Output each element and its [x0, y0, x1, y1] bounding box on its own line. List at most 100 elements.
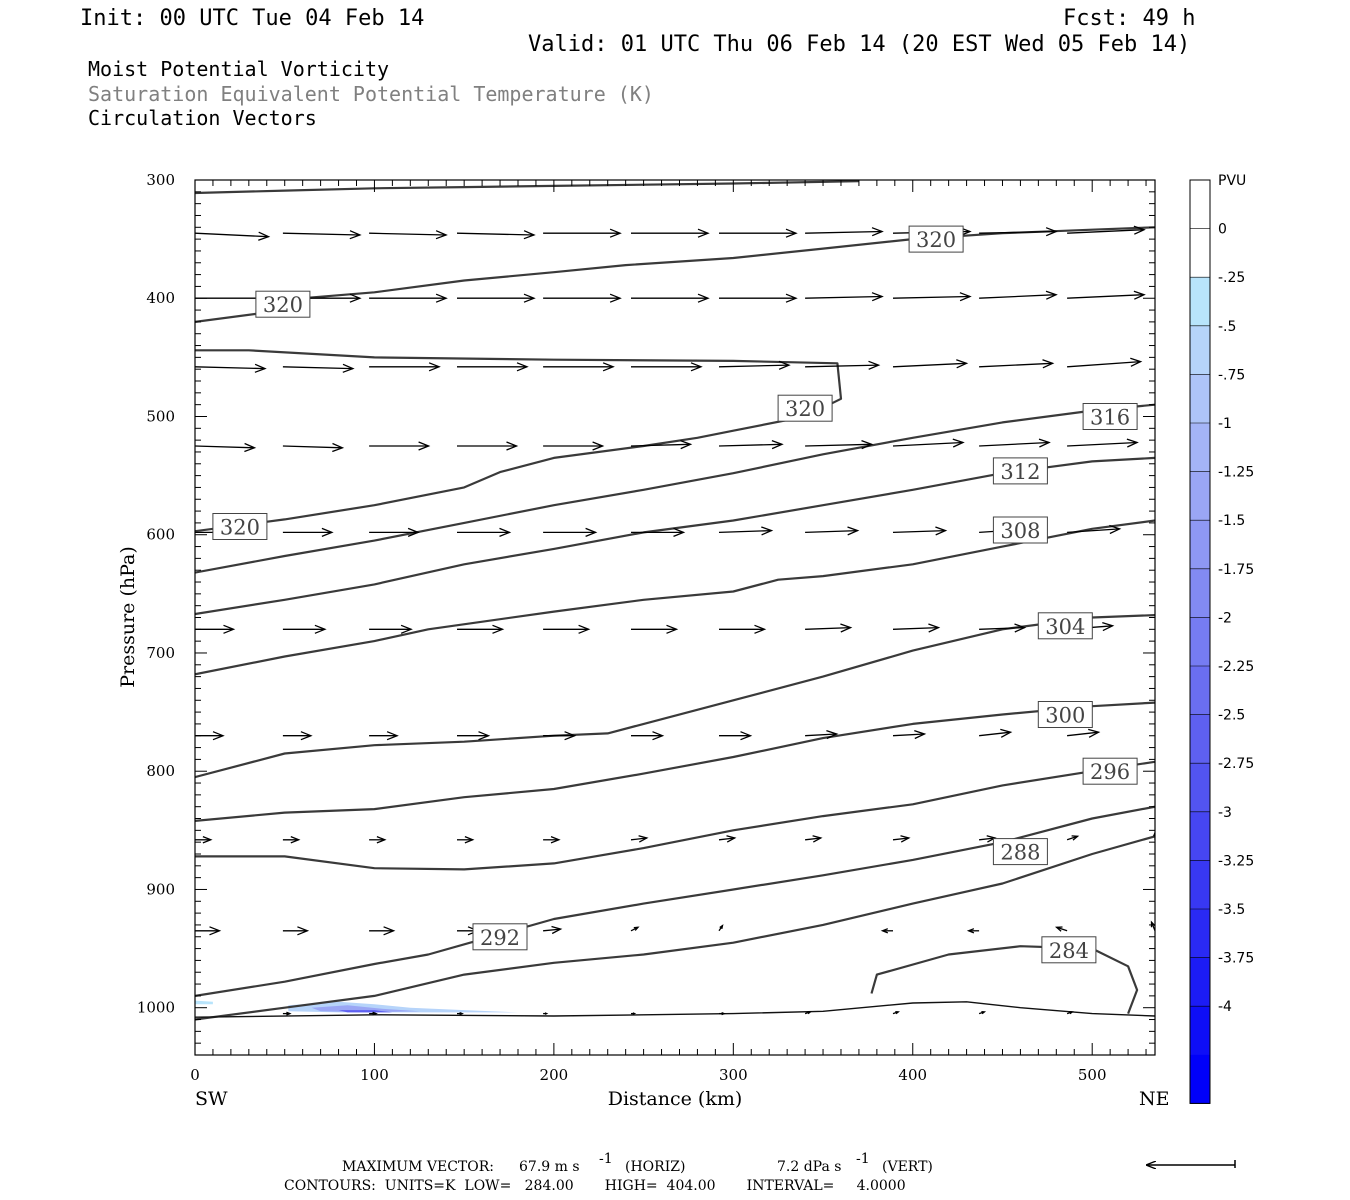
contour-label-text: 312: [1000, 460, 1040, 484]
contour-label: 300: [1037, 701, 1093, 728]
contour-label: 320: [255, 290, 311, 318]
vector-shaft: [1056, 926, 1068, 932]
vector-head: [332, 442, 345, 453]
isentrope-2: [195, 805, 1155, 997]
vector-arrow: [805, 292, 884, 302]
vector-arrow: [282, 442, 345, 453]
vector-arrow: [457, 362, 529, 372]
vector-head: [928, 623, 941, 633]
colorbar-swatch: [1190, 909, 1210, 959]
vector-head: [986, 835, 997, 843]
y-tick-label: 1000: [137, 999, 175, 1017]
colorbar-label: -2.5: [1218, 708, 1245, 724]
vector-shaft: [630, 443, 691, 447]
vector-head: [697, 228, 710, 238]
pv-colorbar: 0 -.25 -.5 -.75 -1 -1.25 -1.5 -1.75 -2 -2.25 -2.5 -…: [1189, 179, 1254, 1104]
vector-arrow: [718, 360, 791, 370]
vector-shaft: [805, 837, 821, 841]
vector-arrow: [979, 623, 1027, 633]
vector-head: [1045, 290, 1058, 300]
field-label-theta-es: Saturation Equivalent Potential Temperat…: [88, 82, 654, 106]
vector-arrow: [631, 527, 686, 538]
vector-head: [202, 835, 213, 844]
contour-label-text: 308: [1000, 519, 1040, 543]
vector-arrow: [369, 441, 431, 451]
vector-head: [900, 835, 911, 843]
vector-head: [435, 293, 448, 303]
plot-frame: [194, 179, 1156, 1056]
vector-arrow: [195, 835, 213, 844]
vector-head: [314, 624, 327, 634]
vector-head: [376, 835, 387, 844]
vector-head: [544, 1012, 549, 1015]
x-right-end-label: NE: [1139, 1088, 1170, 1110]
vector-shaft: [1067, 360, 1141, 368]
vector-shaft: [892, 441, 964, 447]
vector-head: [1000, 728, 1013, 738]
vector-head: [1130, 357, 1143, 367]
contour-label-text: 320: [220, 516, 260, 540]
vector-shaft: [979, 441, 1050, 447]
vector-shaft: [369, 232, 447, 236]
y-tick-label: 900: [146, 880, 175, 898]
vector-arrow: [718, 835, 737, 843]
vector-head: [286, 1011, 292, 1016]
contour-label-box: [472, 923, 528, 951]
vector-head: [826, 729, 839, 740]
contour-label-box: [992, 457, 1048, 485]
vector-arrow: [719, 228, 798, 238]
vector-head: [935, 526, 948, 536]
vector-arrow: [719, 624, 767, 634]
vector-shaft: [805, 626, 851, 630]
isentrope-6: [195, 519, 1155, 676]
contour-label-box: [1037, 612, 1093, 640]
vector-head: [516, 362, 529, 372]
vector-head: [952, 438, 965, 448]
colorbar-frame: [1189, 179, 1211, 1104]
vector-shaft: [805, 295, 883, 299]
vector-shaft: [892, 529, 946, 534]
colorbar-swatch: [1190, 277, 1210, 327]
vector-arrow: [804, 1011, 812, 1015]
vector-head: [459, 1011, 464, 1016]
colorbar-label: -1: [1218, 416, 1232, 432]
vector-arrow: [369, 230, 448, 240]
vector-arrow: [805, 227, 884, 237]
pv-shade-2: [338, 1010, 393, 1013]
vector-head: [609, 293, 622, 303]
vector-arrow: [282, 624, 327, 634]
vector-head: [840, 623, 853, 633]
vector-head: [633, 926, 640, 931]
colorbar-label: -3.5: [1218, 902, 1245, 918]
field-label-pv: Moist Potential Vorticity: [88, 57, 389, 81]
vector-shaft: [979, 362, 1053, 368]
pv-shading: [195, 1000, 518, 1013]
colorbar-swatch: [1190, 1006, 1210, 1056]
vector-head: [400, 624, 413, 634]
vector-shaft: [282, 366, 353, 370]
vector-head: [435, 230, 448, 240]
y-tick-label: 300: [146, 171, 175, 189]
contour-label: 284: [1041, 936, 1097, 964]
isentrope-10: [195, 226, 1155, 323]
vector-arrow: [543, 1012, 549, 1015]
vector-shaft: [805, 230, 883, 234]
vector-arrow: [630, 926, 640, 932]
colorbar-label: -.5: [1218, 319, 1236, 335]
vector-arrow: [195, 624, 236, 634]
vector-shaft: [195, 232, 269, 238]
vector-head: [871, 227, 884, 237]
vector-head: [478, 731, 491, 741]
vector-head: [1042, 359, 1055, 369]
vector-head: [697, 293, 710, 303]
contour-labels: 284 288 292 296 300 304 308 312 316 320 320 320 320: [212, 225, 1138, 964]
colorbar-label: -3.25: [1218, 853, 1254, 869]
vector-arrow: [979, 835, 997, 843]
contour-label-box: [1037, 701, 1093, 728]
vector-head: [1109, 524, 1122, 535]
vector-head: [602, 362, 615, 372]
vector-arrow: [543, 835, 561, 844]
vector-arrow: [1067, 357, 1143, 368]
vector-arrow: [630, 439, 693, 450]
vector-head: [550, 835, 561, 844]
